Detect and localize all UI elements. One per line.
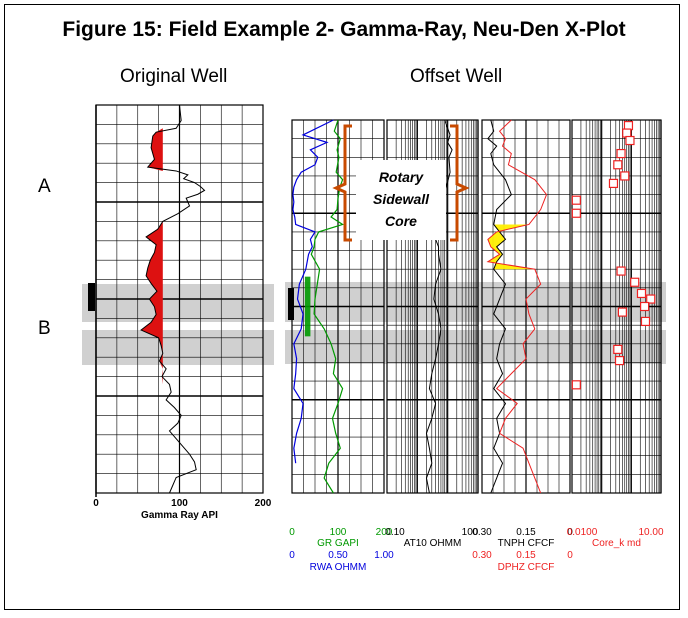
zone-band-original-lower xyxy=(82,330,274,365)
zone-band-offset-lower xyxy=(285,330,666,364)
original-gr-tick-label: 200 xyxy=(255,498,272,509)
core-permeability-point xyxy=(608,178,619,189)
offset-depth-marker xyxy=(288,288,294,320)
crossover-fill xyxy=(487,224,535,270)
core-permeability-point xyxy=(613,160,623,170)
core-permeability-point xyxy=(623,120,634,131)
core-permeability-point xyxy=(646,294,656,304)
dphz-tick-label: 0 xyxy=(567,550,573,561)
core-permeability-point xyxy=(622,128,632,138)
tnph-curve xyxy=(487,119,512,494)
gr-axis-label: GR GAPI xyxy=(317,538,359,549)
original-gr-axis-label: Gamma Ray API xyxy=(141,510,218,521)
dphz-curve xyxy=(486,119,548,494)
brace-right xyxy=(450,124,470,242)
zone-label-b: B xyxy=(38,318,51,339)
zone-band-original-upper xyxy=(82,284,274,322)
rwa-tick-label: 0 xyxy=(289,550,295,561)
resistivity-axis-label: AT10 OHMM xyxy=(404,538,462,549)
gr-tick-label: 0 xyxy=(289,527,295,538)
offset-gr-curve xyxy=(310,119,344,494)
figure-title: Figure 15: Field Example 2- Gamma-Ray, N… xyxy=(62,18,626,41)
core-permeability-point xyxy=(571,195,581,205)
core-permeability-point xyxy=(630,277,640,287)
core-permeability-point xyxy=(639,301,650,312)
dphz-tick-label: 0.15 xyxy=(516,550,536,561)
core-permeability-point xyxy=(616,266,626,276)
core-permeability-point xyxy=(636,288,647,299)
annotation-line1: Rotary xyxy=(379,169,425,185)
original-gr-tick-label: 100 xyxy=(171,498,188,509)
original-depth-marker xyxy=(88,283,95,311)
core-permeability-point xyxy=(614,355,625,366)
offset-well-title: Offset Well xyxy=(410,66,503,87)
original-gr-tick-label: 0 xyxy=(93,498,99,509)
resistivity-tick-label: 100 xyxy=(462,527,479,538)
original-gr-curve xyxy=(140,104,206,494)
annotation-line3: Core xyxy=(385,213,417,229)
dphz-axis-label: DPHZ CFCF xyxy=(498,562,555,573)
core-tick-label: 10.00 xyxy=(638,527,663,538)
zone-label-a: A xyxy=(38,176,51,197)
core-tick-label: 0.0100 xyxy=(567,527,598,538)
rwa-tick-label: 0.50 xyxy=(328,550,348,561)
rwa-axis-label: RWA OHMM xyxy=(310,562,367,573)
core-axis-label: Core_k md xyxy=(592,538,641,549)
zone-band-offset-upper xyxy=(285,282,666,322)
gr-tick-label: 200 xyxy=(376,527,393,538)
core-permeability-point xyxy=(616,148,626,159)
core-permeability-point xyxy=(640,316,651,327)
core-permeability-point xyxy=(617,307,628,317)
core-permeability-point xyxy=(613,344,623,354)
core-permeability-point xyxy=(571,208,581,218)
rwa-tick-label: 1.00 xyxy=(374,550,394,561)
tnph-axis-label: TNPH CFCF xyxy=(498,538,555,549)
tnph-tick-label: 0.15 xyxy=(516,527,536,538)
original-well-title: Original Well xyxy=(120,66,228,87)
resistivity-tick-label: 0.10 xyxy=(385,527,405,538)
offset-rwa-curve xyxy=(292,119,334,464)
offset-gr-shale-fill xyxy=(304,276,311,337)
core-permeability-point xyxy=(625,135,635,146)
core-permeability-point xyxy=(571,380,581,390)
core-permeability-point xyxy=(620,171,630,181)
brace-left xyxy=(332,124,352,242)
tnph-tick-label: 0 xyxy=(567,527,573,538)
dphz-tick-label: 0.30 xyxy=(472,550,492,561)
gr-tick-label: 100 xyxy=(330,527,347,538)
resistivity-curve xyxy=(425,119,453,494)
tnph-tick-label: 0.30 xyxy=(472,527,492,538)
annotation-background xyxy=(356,160,446,240)
figure-border xyxy=(4,4,680,610)
annotation-line2: Sidewall xyxy=(373,191,430,207)
original-gr-fill xyxy=(141,128,163,385)
